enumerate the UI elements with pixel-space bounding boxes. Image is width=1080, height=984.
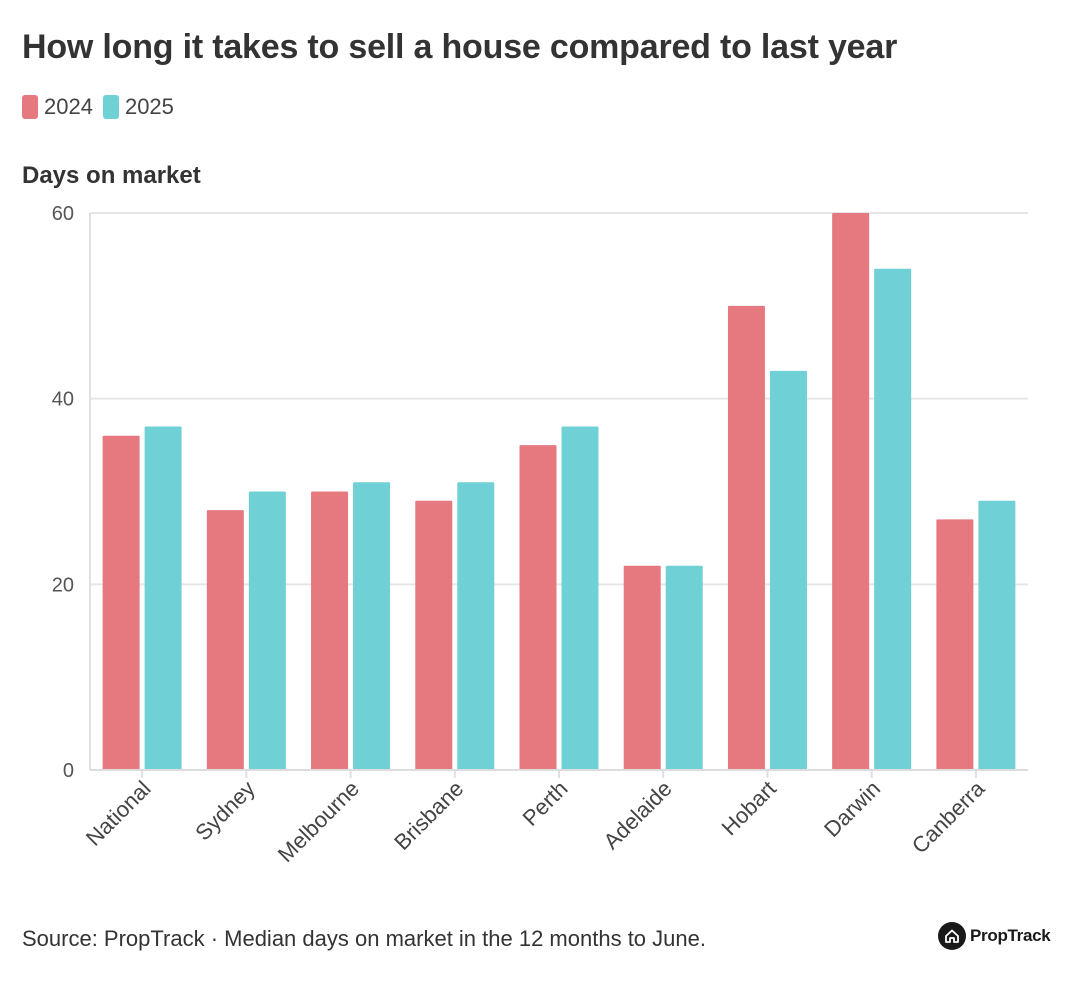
- legend: 2024 2025: [22, 94, 184, 120]
- bar-darwin-2025: [874, 268, 912, 770]
- y-tick-label-20: 20: [52, 574, 74, 596]
- bar-sydney-2025: [248, 491, 286, 770]
- legend-label-2025: 2025: [124, 94, 174, 119]
- legend-item-2024: 2024: [22, 94, 93, 120]
- bar-sydney-2024: [206, 510, 244, 770]
- y-tick-label-0: 0: [63, 760, 74, 782]
- bar-national-2024: [102, 435, 140, 770]
- brand-name: PropTrack: [970, 926, 1051, 945]
- house-icon: [938, 922, 966, 950]
- bar-canberra-2024: [936, 519, 974, 770]
- bar-adelaide-2025: [665, 565, 703, 770]
- x-tick-label-adelaide: Adelaide: [599, 776, 677, 854]
- y-tick-label-60: 60: [52, 203, 74, 225]
- bar-brisbane-2024: [415, 500, 453, 770]
- bar-hobart-2025: [769, 370, 807, 770]
- source-note: Source: PropTrack · Median days on marke…: [22, 926, 706, 951]
- x-tick-label-darwin: Darwin: [819, 776, 885, 842]
- bar-adelaide-2024: [623, 565, 661, 770]
- x-tick-label-brisbane: Brisbane: [389, 776, 468, 855]
- bar-melbourne-2025: [353, 482, 391, 770]
- x-tick-label-melbourne: Melbourne: [273, 776, 364, 867]
- chart-title: How long it takes to sell a house compar…: [22, 28, 898, 66]
- bar-darwin-2024: [832, 213, 870, 770]
- y-tick-label-40: 40: [52, 389, 74, 411]
- bar-national-2025: [144, 426, 182, 770]
- legend-item-2025: 2025: [102, 94, 174, 120]
- bar-canberra-2025: [978, 500, 1016, 770]
- bar-perth-2024: [519, 445, 557, 770]
- legend-swatch-2024: [22, 95, 38, 119]
- y-axis-title: Days on market: [22, 162, 201, 189]
- x-tick-label-hobart: Hobart: [717, 776, 781, 840]
- bar-melbourne-2024: [311, 491, 349, 770]
- bar-perth-2025: [561, 426, 599, 770]
- bar-hobart-2024: [727, 305, 765, 770]
- x-tick-label-canberra: Canberra: [907, 775, 990, 858]
- x-tick-label-perth: Perth: [518, 776, 573, 831]
- legend-label-2024: 2024: [44, 94, 93, 119]
- proptrack-logo: PropTrack: [938, 922, 1051, 950]
- legend-swatch-2025: [102, 95, 119, 119]
- x-tick-label-national: National: [81, 776, 156, 851]
- bar-chart: 0 20 40 60 National Sydney Melbourne Brisbane Pe…: [52, 203, 1028, 867]
- x-tick-label-sydney: Sydney: [190, 776, 260, 846]
- bar-brisbane-2025: [457, 482, 495, 770]
